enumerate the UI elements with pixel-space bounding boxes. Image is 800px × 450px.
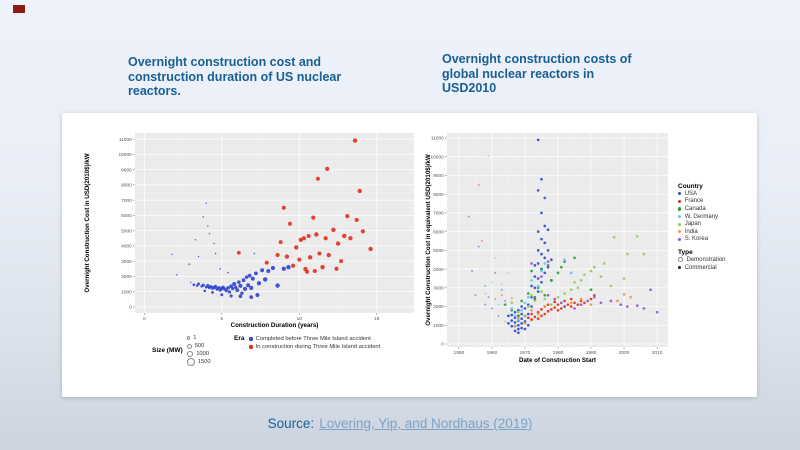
slide-accent-mark	[13, 5, 25, 13]
svg-text:10000: 10000	[118, 152, 132, 158]
svg-text:6000: 6000	[433, 229, 444, 235]
source-label: Source:	[267, 416, 315, 431]
usa-dot-icon	[678, 192, 682, 196]
svg-text:1960: 1960	[487, 350, 498, 356]
demonstration-circle-icon	[678, 257, 683, 263]
svg-text:1980: 1980	[553, 350, 564, 356]
before-tmi-dot-icon	[249, 337, 253, 341]
country-legend-item: USA	[678, 190, 726, 198]
source-line: Source: Lovering, Yip, and Nordhaus (201…	[0, 416, 800, 431]
svg-text:2000: 2000	[121, 274, 132, 280]
type-legend-title: Type	[678, 249, 693, 257]
india-dot-icon	[678, 230, 682, 234]
svg-text:5000: 5000	[433, 248, 444, 254]
country-legend-item: S. Korea	[678, 236, 726, 244]
type-legend-item: Commercial	[678, 264, 726, 272]
us-reactors-scatter-chart: 0100020003000400050006000700080009000100…	[84, 133, 414, 329]
svg-text:Overnight Construction Cost in: Overnight Construction Cost in USD(2010$…	[84, 153, 91, 292]
svg-text:1970: 1970	[520, 350, 531, 356]
size-1500-circle-icon	[186, 358, 195, 366]
country-legend-item: W. Germany	[678, 213, 726, 221]
canada-dot-icon	[678, 207, 682, 211]
during-tmi-dot-icon	[249, 345, 253, 349]
svg-text:15: 15	[374, 316, 380, 322]
svg-text:0: 0	[441, 342, 444, 348]
source-citation-link[interactable]: Lovering, Yip, and Nordhaus (2019)	[319, 416, 533, 431]
svg-text:7000: 7000	[433, 211, 444, 217]
country-legend-item: Japan	[678, 220, 726, 228]
commercial-dot-icon	[678, 265, 682, 270]
svg-text:11000: 11000	[119, 137, 132, 143]
s-korea-dot-icon	[678, 237, 682, 241]
svg-text:5000: 5000	[121, 228, 132, 234]
svg-text:2000: 2000	[433, 304, 444, 310]
global-reactors-scatter-chart: 0 1000 2000 3000 4000 5000 6000 7000 8000 9000 100…	[425, 133, 668, 364]
size-legend-title: Size (MW)	[152, 346, 183, 354]
svg-text:2010: 2010	[652, 350, 663, 356]
svg-text:8000: 8000	[121, 183, 132, 189]
country-legend-item: France	[678, 198, 726, 206]
svg-text:2000: 2000	[619, 350, 630, 356]
w-germany-dot-icon	[678, 214, 682, 219]
type-legend-item: Demonstration	[678, 256, 726, 264]
size-legend-item: 1500	[186, 358, 211, 366]
svg-text:9000: 9000	[121, 167, 132, 173]
svg-text:0: 0	[129, 305, 132, 311]
svg-text:8000: 8000	[433, 192, 444, 198]
svg-text:1990: 1990	[586, 350, 597, 356]
svg-text:10000: 10000	[430, 154, 444, 160]
france-dot-icon	[678, 199, 682, 203]
era-legend-item: In construction during Three Mile Island…	[249, 343, 380, 351]
svg-text:7000: 7000	[121, 198, 132, 204]
svg-text:1000: 1000	[433, 323, 444, 329]
era-legend-item: Completed before Three Mile Island accid…	[249, 335, 380, 343]
svg-text:4000: 4000	[433, 267, 444, 273]
country-legend-item: Canada	[678, 205, 726, 213]
country-legend: Country USA France Canada W. Germany Jap…	[678, 183, 726, 271]
size-1000-circle-icon	[186, 350, 194, 358]
size-legend-item: 1	[186, 334, 211, 342]
charts-card: 0 1000 2000 3000 4000 5000 6000 7000 8000 9000 100…	[62, 113, 757, 397]
svg-text:3000: 3000	[433, 286, 444, 292]
size-500-circle-icon	[186, 343, 192, 349]
svg-text:3000: 3000	[121, 259, 132, 265]
svg-text:Date of Construction Start: Date of Construction Start	[519, 357, 596, 364]
svg-text:4000: 4000	[121, 244, 132, 250]
japan-dot-icon	[678, 222, 682, 226]
svg-text:6000: 6000	[121, 213, 132, 219]
right-chart-title: Overnight construction costs of global n…	[442, 52, 632, 96]
svg-text:11000: 11000	[431, 136, 444, 142]
size-legend: Size (MW) 1 500 1000 1500	[152, 334, 211, 366]
country-legend-title: Country	[678, 183, 703, 190]
size-legend-item: 500	[186, 342, 211, 350]
svg-text:9000: 9000	[433, 173, 444, 179]
era-legend-title: Era	[234, 335, 245, 342]
svg-text:5: 5	[220, 316, 223, 322]
svg-text:1950: 1950	[454, 350, 465, 356]
svg-text:Overnight Construction Cost in: Overnight Construction Cost in equivalen…	[425, 154, 432, 326]
size-1-circle-icon	[186, 336, 191, 340]
size-legend-item: 1000	[186, 350, 211, 358]
svg-text:1000: 1000	[121, 289, 132, 295]
country-legend-item: India	[678, 228, 726, 236]
left-chart-title: Overnight construction cost and construc…	[128, 55, 342, 99]
svg-text:0: 0	[143, 316, 146, 322]
svg-text:10: 10	[297, 316, 303, 322]
svg-text:Construction Duration (years): Construction Duration (years)	[231, 322, 319, 329]
era-legend: Era Completed before Three Mile Island a…	[234, 335, 380, 351]
